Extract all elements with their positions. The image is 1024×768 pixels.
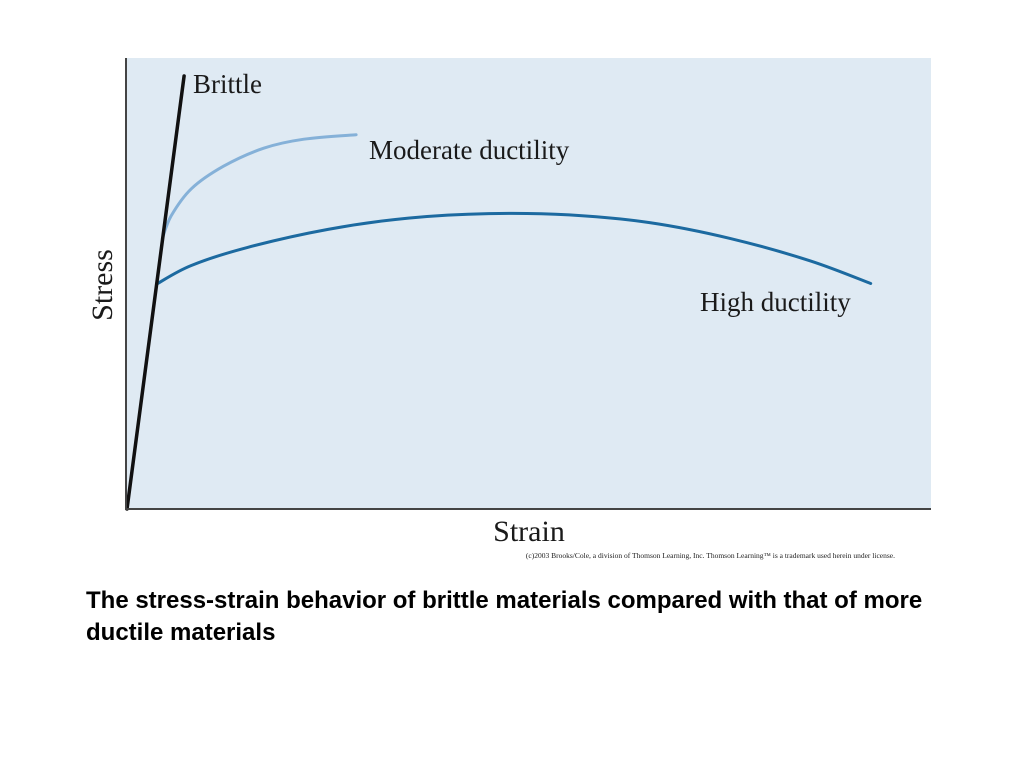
plot-background: [127, 58, 931, 509]
series-layer: [125, 74, 873, 511]
high-ductility-curve: [156, 211, 873, 285]
stress-strain-chart: Brittle Moderate ductility High ductilit…: [86, 58, 931, 560]
x-axis-label: Strain: [493, 515, 565, 548]
moderate-ductility-label: Moderate ductility: [369, 135, 570, 165]
copyright-credit: (c)2003 Brooks/Cole, a division of Thoms…: [526, 551, 895, 560]
brittle-label: Brittle: [193, 69, 262, 99]
moderate-ductility-curve: [160, 133, 358, 240]
brittle-curve: [125, 74, 186, 511]
figure-caption: The stress-strain behavior of brittle ma…: [86, 587, 923, 646]
y-axis-label: Stress: [86, 249, 119, 321]
high-ductility-label: High ductility: [700, 287, 851, 317]
